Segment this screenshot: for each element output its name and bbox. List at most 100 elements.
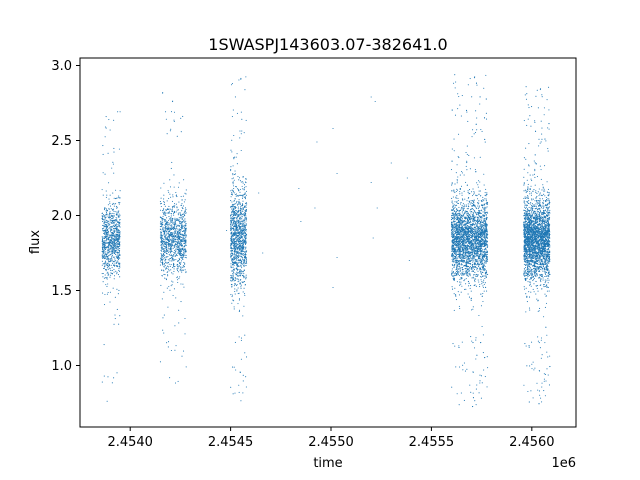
data-point xyxy=(241,223,243,225)
data-point xyxy=(110,225,112,228)
data-point xyxy=(242,271,244,273)
data-point xyxy=(172,213,175,215)
data-point xyxy=(480,272,482,274)
data-point xyxy=(173,225,175,227)
data-point xyxy=(162,329,164,331)
data-point xyxy=(106,262,108,264)
data-point xyxy=(236,188,239,190)
data-point xyxy=(166,200,168,202)
data-point xyxy=(244,241,246,243)
data-point xyxy=(464,370,467,372)
data-point xyxy=(176,237,178,239)
data-point xyxy=(102,281,104,283)
data-point xyxy=(245,256,247,258)
data-point xyxy=(171,210,173,212)
data-point xyxy=(231,201,233,203)
data-point xyxy=(238,217,240,219)
data-point xyxy=(236,220,238,222)
data-point xyxy=(239,222,241,224)
data-point xyxy=(234,209,236,212)
data-point xyxy=(478,202,480,204)
data-point xyxy=(230,206,232,208)
data-point xyxy=(231,194,234,196)
data-point xyxy=(466,259,468,261)
data-point xyxy=(245,233,247,235)
data-point xyxy=(168,219,170,221)
data-point xyxy=(232,190,234,192)
data-point xyxy=(112,212,114,214)
data-point xyxy=(243,253,245,255)
data-point xyxy=(485,258,487,260)
data-point xyxy=(177,252,179,254)
data-point xyxy=(116,227,118,229)
data-point xyxy=(117,249,119,251)
data-point xyxy=(246,262,248,264)
data-point xyxy=(167,231,169,233)
data-point xyxy=(116,206,118,208)
data-point xyxy=(106,229,108,232)
data-point xyxy=(111,231,113,233)
data-point xyxy=(170,242,172,244)
data-point xyxy=(243,262,245,264)
data-point xyxy=(167,246,169,248)
data-point xyxy=(109,234,111,236)
data-point xyxy=(178,232,180,234)
data-point xyxy=(161,229,163,231)
data-point xyxy=(111,267,113,269)
data-point xyxy=(477,279,479,281)
data-point xyxy=(176,245,178,247)
data-point xyxy=(170,252,172,254)
data-point xyxy=(236,200,238,202)
data-point xyxy=(161,225,163,227)
data-point xyxy=(233,366,235,368)
data-point xyxy=(232,204,234,206)
data-point xyxy=(116,308,118,310)
data-point xyxy=(233,134,235,137)
data-point xyxy=(238,259,241,261)
data-point xyxy=(455,196,457,198)
data-point xyxy=(482,300,484,303)
data-point xyxy=(118,255,120,257)
data-point xyxy=(233,218,235,220)
data-point xyxy=(114,247,116,249)
data-point xyxy=(118,222,120,224)
data-point xyxy=(173,253,175,255)
data-point xyxy=(184,250,186,252)
data-point xyxy=(237,252,239,254)
data-point xyxy=(170,196,172,198)
data-point xyxy=(234,224,236,226)
data-point xyxy=(113,197,115,199)
data-point xyxy=(474,211,476,213)
data-point xyxy=(242,233,244,235)
data-point xyxy=(234,279,236,281)
data-point xyxy=(116,226,118,228)
data-point xyxy=(459,270,461,272)
data-point xyxy=(241,273,243,275)
data-point xyxy=(115,226,117,229)
data-point xyxy=(170,218,172,220)
data-point xyxy=(117,111,119,113)
data-point xyxy=(107,231,109,234)
data-point xyxy=(161,246,163,248)
data-point xyxy=(240,284,242,286)
data-point xyxy=(231,218,233,220)
data-point xyxy=(104,262,106,264)
data-point xyxy=(173,206,175,208)
data-point xyxy=(241,246,243,248)
data-point xyxy=(106,277,108,279)
data-point xyxy=(237,255,239,257)
data-point xyxy=(182,115,184,117)
data-point xyxy=(230,149,232,151)
data-point xyxy=(178,253,181,255)
data-point xyxy=(243,228,245,230)
data-point xyxy=(237,213,239,215)
data-point xyxy=(236,268,238,270)
data-point xyxy=(457,93,459,95)
data-point xyxy=(244,334,246,336)
data-point xyxy=(105,253,107,255)
data-point xyxy=(174,246,176,248)
data-point xyxy=(486,227,488,229)
data-point xyxy=(473,256,475,258)
data-point xyxy=(480,224,482,226)
data-point xyxy=(173,233,176,235)
